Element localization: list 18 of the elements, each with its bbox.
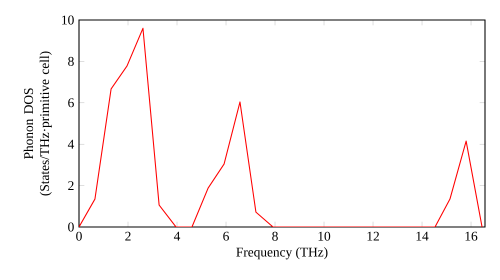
x-tick-label: 2 bbox=[125, 232, 131, 241]
y-tick-label: 4 bbox=[68, 140, 74, 149]
y-tick-label: 2 bbox=[68, 181, 74, 190]
y-tick-label: 8 bbox=[68, 56, 74, 66]
y-axis-title: Phonon DOS (States/THz·primitive cell) bbox=[24, 52, 52, 196]
line-series bbox=[79, 28, 483, 227]
x-tick-label: 6 bbox=[223, 232, 229, 241]
y-tick-label: 6 bbox=[68, 98, 74, 108]
x-axis-title: Frequency (THz) bbox=[236, 247, 328, 260]
y-tick-label: 10 bbox=[62, 16, 74, 24]
x-tick-label: 16 bbox=[466, 232, 478, 241]
x-tick-label: 0 bbox=[76, 232, 82, 241]
x-tick-label: 4 bbox=[174, 232, 180, 240]
x-tick-label: 14 bbox=[416, 232, 428, 241]
x-tick-label: 12 bbox=[368, 232, 379, 241]
x-tick-label: 8 bbox=[272, 232, 278, 241]
y-tick-label: 0 bbox=[68, 222, 74, 232]
x-tick-label: 10 bbox=[318, 232, 330, 241]
